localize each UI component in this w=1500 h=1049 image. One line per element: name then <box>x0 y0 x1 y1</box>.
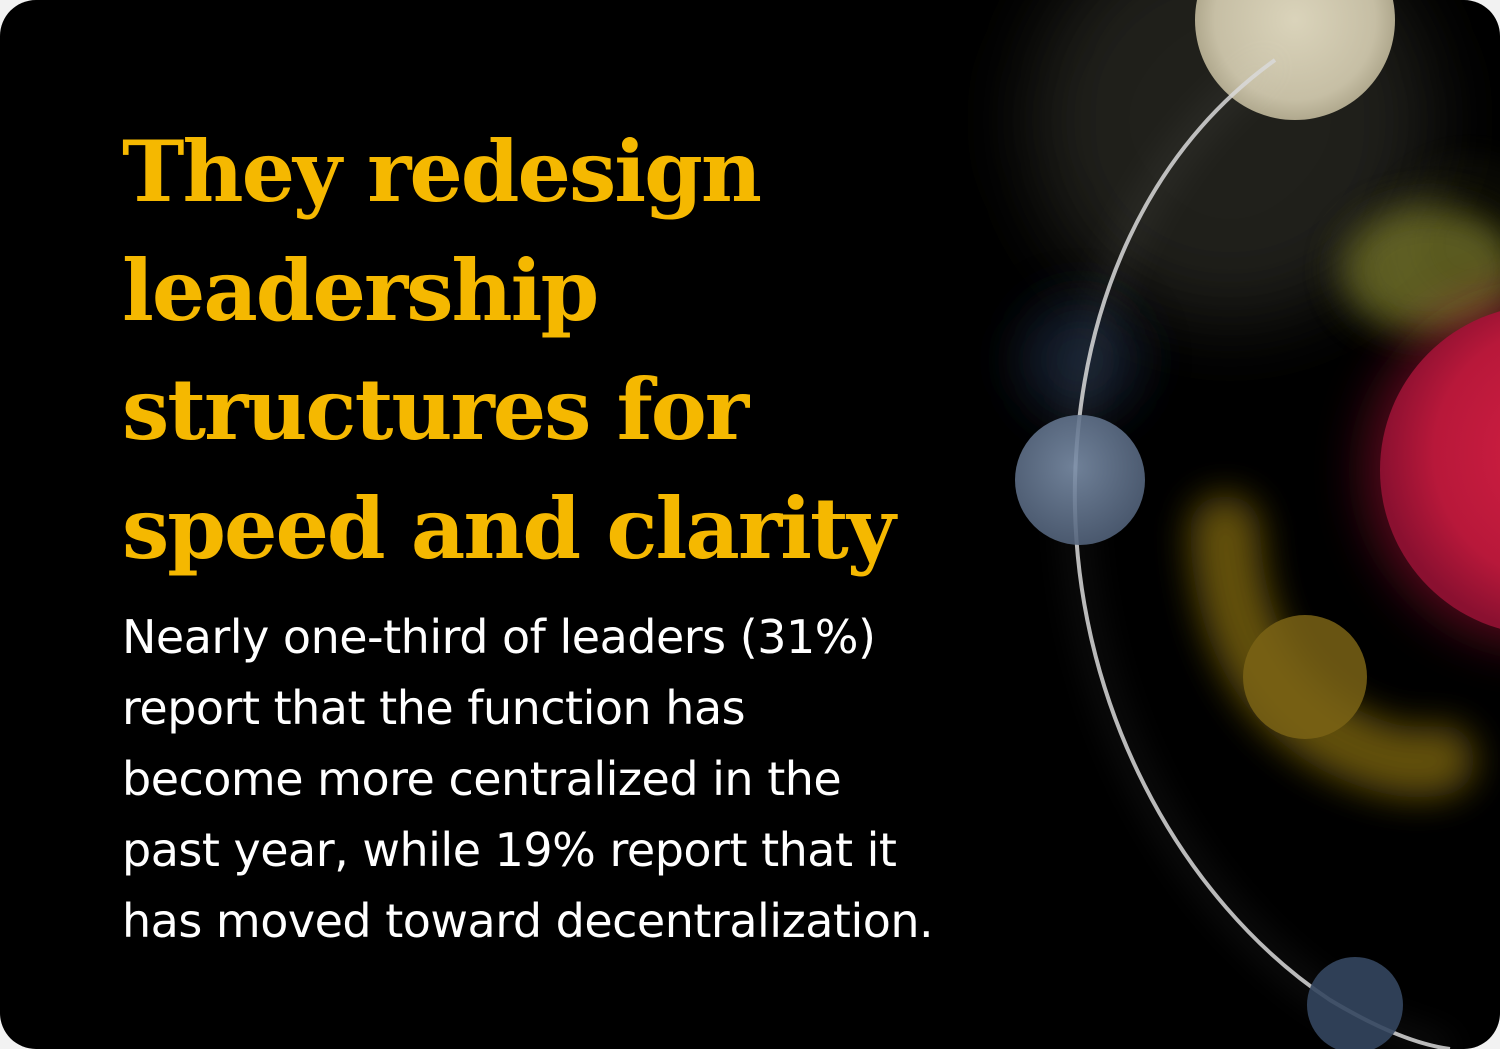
slate-blue-orb <box>1015 415 1145 545</box>
headline-line: They redesign <box>122 122 762 221</box>
body-line: past year, while 19% report that it <box>122 823 897 877</box>
headline-line: leadership <box>122 241 599 340</box>
headline: They redesign leadership structures for … <box>122 112 1022 588</box>
amber-orb <box>1243 615 1367 739</box>
body-line: become more centralized in the <box>122 752 842 806</box>
olive-orb <box>1340 205 1500 335</box>
crimson-orb <box>1380 311 1500 629</box>
body-paragraph: Nearly one-third of leaders (31%) report… <box>122 602 1022 957</box>
halo-glow <box>1020 300 1140 420</box>
headline-line: speed and clarity <box>122 479 896 578</box>
body-line: report that the function has <box>122 681 746 735</box>
body-line: has moved toward decentralization. <box>122 894 934 948</box>
body-line: Nearly one-third of leaders (31%) <box>122 610 876 664</box>
headline-line: structures for <box>122 360 749 459</box>
bottom-blue-orb <box>1307 957 1403 1049</box>
